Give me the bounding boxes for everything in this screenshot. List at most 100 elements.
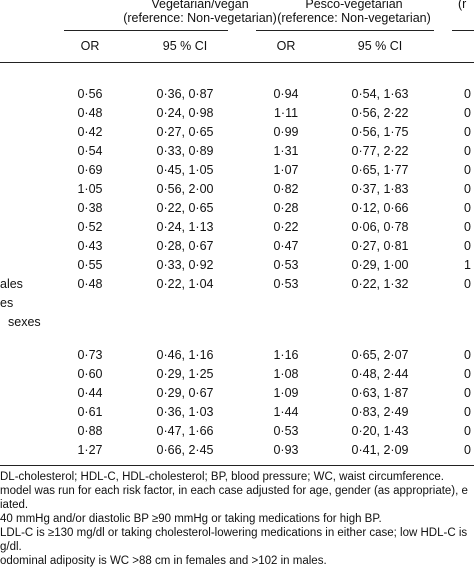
cell-veg-ci: 0·24, 1·13 xyxy=(156,220,214,234)
cell-edge-partial: 0 xyxy=(464,239,471,253)
table-bottom-rule xyxy=(0,465,474,466)
group-reference-vegetarian: (reference: Non-vegetarian) xyxy=(123,11,277,25)
cell-pesco-ci: 0·63, 1·87 xyxy=(351,386,409,400)
col-header-or-veg: OR xyxy=(80,39,100,53)
cell-pesco-ci: 0·06, 0·78 xyxy=(351,220,409,234)
cell-pesco-or: 0·53 xyxy=(273,258,299,272)
footnote-line: LDL-C is ≥130 mg/dl or taking cholestero… xyxy=(0,527,468,539)
cell-veg-ci: 0·66, 2·45 xyxy=(156,443,214,457)
cell-edge-partial: 0 xyxy=(464,405,471,419)
cell-edge-partial: 0 xyxy=(464,106,471,120)
cell-edge-partial: 0 xyxy=(464,367,471,381)
cell-veg-or: 0·88 xyxy=(77,424,103,438)
cell-veg-or: 0·48 xyxy=(77,277,103,291)
cell-veg-ci: 0·33, 0·89 xyxy=(156,144,214,158)
cell-pesco-or: 0·99 xyxy=(273,125,299,139)
cell-veg-or: 0·61 xyxy=(77,405,103,419)
cell-edge-partial: 0 xyxy=(464,87,471,101)
cell-veg-ci: 0·47, 1·66 xyxy=(156,424,214,438)
cell-veg-or: 0·48 xyxy=(77,106,103,120)
col-header-ci-pesco: 95 % CI xyxy=(357,39,403,53)
row-label-males: ales xyxy=(0,277,23,291)
cell-pesco-ci: 0·65, 1·77 xyxy=(351,163,409,177)
col-header-ci-veg: 95 % CI xyxy=(162,39,208,53)
cell-pesco-or: 0·47 xyxy=(273,239,299,253)
cell-edge-partial: 0 xyxy=(464,182,471,196)
cell-veg-ci: 0·29, 0·67 xyxy=(156,386,214,400)
cell-pesco-or: 1·07 xyxy=(273,163,299,177)
group-reference-pesco: (reference: Non-vegetarian) xyxy=(277,11,431,25)
cell-edge-partial: 0 xyxy=(464,220,471,234)
row-label-both-sexes: sexes xyxy=(8,315,41,329)
cell-edge-partial: 0 xyxy=(464,348,471,362)
cell-veg-or: 0·55 xyxy=(77,258,103,272)
cell-veg-ci: 0·33, 0·92 xyxy=(156,258,214,272)
cell-edge-partial: 0 xyxy=(464,144,471,158)
col-header-or-pesco: OR xyxy=(276,39,296,53)
cell-pesco-or: 0·28 xyxy=(273,201,299,215)
cell-edge-partial: 0 xyxy=(464,443,471,457)
cell-pesco-or: 0·82 xyxy=(273,182,299,196)
cell-pesco-ci: 0·20, 1·43 xyxy=(351,424,409,438)
cell-pesco-ci: 0·41, 2·09 xyxy=(351,443,409,457)
footnote-line: DL-cholesterol; HDL-C, HDL-cholesterol; … xyxy=(0,471,444,483)
cell-edge-partial: 0 xyxy=(464,386,471,400)
header-bottom-rule xyxy=(0,62,474,63)
cell-veg-or: 1·27 xyxy=(77,443,103,457)
group-rule-vegetarian xyxy=(64,30,228,31)
group-header-vegetarian: Vegetarian/vegan (reference: Non-vegetar… xyxy=(100,0,300,25)
cell-veg-ci: 0·36, 0·87 xyxy=(156,87,214,101)
group-title-vegetarian: Vegetarian/vegan xyxy=(151,0,249,11)
cell-veg-or: 0·38 xyxy=(77,201,103,215)
cell-pesco-ci: 0·56, 1·75 xyxy=(351,125,409,139)
cell-veg-or: 0·73 xyxy=(77,348,103,362)
group-rule-partial xyxy=(452,30,474,31)
row-label-females: es xyxy=(0,296,14,310)
cell-pesco-or: 0·93 xyxy=(273,443,299,457)
cell-veg-ci: 0·36, 1·03 xyxy=(156,405,214,419)
cell-pesco-ci: 0·12, 0·66 xyxy=(351,201,409,215)
footnote-line: g/dl. xyxy=(0,541,22,553)
footnote-line: iated. xyxy=(0,499,29,511)
cell-edge-partial: 0 xyxy=(464,125,471,139)
cell-veg-ci: 0·29, 1·25 xyxy=(156,367,214,381)
cell-pesco-or: 0·53 xyxy=(273,424,299,438)
cell-pesco-or: 1·11 xyxy=(273,106,299,120)
cell-veg-or: 0·52 xyxy=(77,220,103,234)
cell-pesco-ci: 0·54, 1·63 xyxy=(351,87,409,101)
group-header-partial: (r xyxy=(458,0,474,11)
cell-edge-partial: 1 xyxy=(464,258,471,272)
footnote-line: 40 mmHg and/or diastolic BP ≥90 mmHg or … xyxy=(0,513,382,525)
cell-edge-partial: 0 xyxy=(464,163,471,177)
cell-edge-partial: 0 xyxy=(464,424,471,438)
cell-pesco-or: 1·16 xyxy=(273,348,299,362)
cell-veg-ci: 0·22, 1·04 xyxy=(156,277,214,291)
cell-veg-ci: 0·22, 0·65 xyxy=(156,201,214,215)
cell-veg-or: 0·42 xyxy=(77,125,103,139)
cell-veg-ci: 0·28, 0·67 xyxy=(156,239,214,253)
group-title-partial: (r xyxy=(458,0,467,11)
cell-pesco-ci: 0·22, 1·32 xyxy=(351,277,409,291)
footnote-line: odominal adiposity is WC >88 cm in femal… xyxy=(0,555,327,567)
cell-veg-or: 1·05 xyxy=(77,182,103,196)
cell-veg-or: 0·43 xyxy=(77,239,103,253)
cell-pesco-or: 1·09 xyxy=(273,386,299,400)
cell-veg-ci: 0·27, 0·65 xyxy=(156,125,214,139)
footnote-line: model was run for each risk factor, in e… xyxy=(0,485,468,497)
cell-pesco-ci: 0·65, 2·07 xyxy=(351,348,409,362)
cell-pesco-ci: 0·56, 2·22 xyxy=(351,106,409,120)
group-title-pesco: Pesco-vegetarian xyxy=(305,0,403,11)
cell-pesco-or: 0·53 xyxy=(273,277,299,291)
cell-veg-ci: 0·46, 1·16 xyxy=(156,348,214,362)
cell-edge-partial: 0 xyxy=(464,201,471,215)
cell-edge-partial: 0 xyxy=(464,277,471,291)
cell-pesco-or: 1·31 xyxy=(273,144,299,158)
cell-pesco-ci: 0·48, 2·44 xyxy=(351,367,409,381)
cell-veg-ci: 0·24, 0·98 xyxy=(156,106,214,120)
cell-pesco-or: 0·94 xyxy=(273,87,299,101)
cell-veg-or: 0·60 xyxy=(77,367,103,381)
cell-veg-or: 0·69 xyxy=(77,163,103,177)
cell-veg-ci: 0·45, 1·05 xyxy=(156,163,214,177)
cell-pesco-ci: 0·27, 0·81 xyxy=(351,239,409,253)
cell-pesco-or: 0·22 xyxy=(273,220,299,234)
